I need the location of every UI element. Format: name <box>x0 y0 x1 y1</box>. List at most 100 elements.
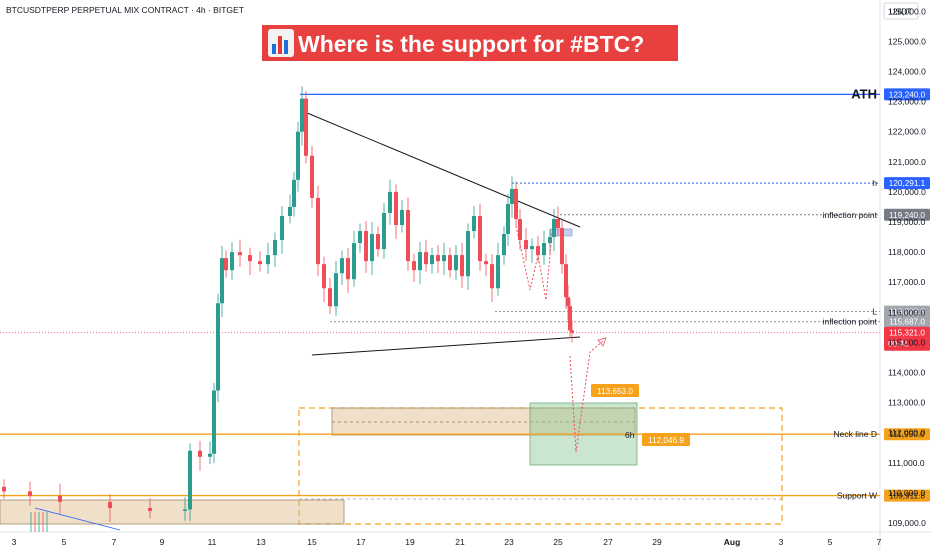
symbol-title[interactable]: BTCUSDTPERP PERPETUAL MIX CONTRACT · 4h … <box>6 5 244 15</box>
price-tick-label: 113,000.0 <box>888 398 925 408</box>
time-tick-label: 5 <box>62 537 67 547</box>
h-badge-text: 120,291.1 <box>889 179 926 188</box>
price-tick-label: 124,000.0 <box>888 67 926 77</box>
time-tick-label: 3 <box>779 537 784 547</box>
candle-body <box>266 255 270 265</box>
price-tick-label: 125,000.0 <box>888 36 926 46</box>
candle-body <box>442 255 446 262</box>
ascending-trendline[interactable] <box>311 336 581 356</box>
candle-body <box>460 255 464 277</box>
inflection-upper-badge-text: 119,240.0 <box>889 211 925 220</box>
currency-badge[interactable]: USDT <box>883 2 919 20</box>
zone-label-lower: 112,046.9 <box>648 436 684 445</box>
candle-body <box>212 390 216 454</box>
time-tick-label: 7 <box>877 537 882 547</box>
inflection-upper-badge <box>884 208 930 221</box>
level-label-support_w: Support W <box>837 491 877 501</box>
candle-body <box>230 252 234 271</box>
candle-body <box>280 215 284 241</box>
candle-body <box>358 231 362 244</box>
descending-trendline[interactable] <box>299 109 581 228</box>
time-tick-label: 19 <box>405 537 415 547</box>
timeframe-label-6h: 6h <box>625 430 635 440</box>
currency-label: USDT <box>889 7 912 17</box>
price-tick-label: 110,000.0 <box>888 488 925 498</box>
demand-zone <box>331 407 636 436</box>
candle-body <box>424 252 428 265</box>
candle-body <box>370 234 374 262</box>
inflection-lower-badge-text: 115,687.0 <box>889 318 925 327</box>
time-tick-label: 23 <box>504 537 514 547</box>
candle-body <box>564 264 568 298</box>
L-badge-text: 116,023.6 <box>889 308 925 317</box>
candle-body <box>224 258 228 271</box>
candle-body <box>400 209 404 226</box>
support-w-badge <box>884 489 930 502</box>
candle-body <box>334 273 338 307</box>
L-badge <box>884 305 930 318</box>
candle-body <box>364 231 368 262</box>
candle-body <box>412 261 416 271</box>
last-price-countdown: 00:46 <box>888 340 909 349</box>
candle-body <box>394 191 398 226</box>
candle-body <box>560 228 564 265</box>
candle-body <box>188 450 192 510</box>
candle-body <box>258 261 262 265</box>
time-tick-label: 27 <box>603 537 613 547</box>
neck-badge-text: 111,950.0 <box>889 430 925 439</box>
price-tick-label: 118,000.0 <box>888 247 925 257</box>
candle-body <box>340 258 344 274</box>
price-tick-label: 111,000.0 <box>888 458 925 468</box>
candle-body <box>514 188 518 219</box>
candle-body <box>542 243 546 256</box>
time-tick-label: 17 <box>356 537 366 547</box>
candle-body <box>328 288 332 307</box>
candle-body <box>238 252 242 256</box>
candle-body <box>548 237 552 244</box>
level-label-L: L <box>872 307 877 317</box>
candle-body <box>388 191 392 213</box>
candle-body <box>566 297 570 307</box>
candle-body <box>524 240 528 250</box>
zone-label-upper-box <box>591 384 639 397</box>
candle-body <box>183 509 187 511</box>
candle-body <box>316 197 320 265</box>
candle-body <box>466 231 470 277</box>
candle-body <box>472 215 476 232</box>
level-label-h: h <box>872 178 877 188</box>
candle-body <box>430 255 434 265</box>
price-tick-label: 119,000.0 <box>888 217 925 227</box>
candle-body <box>570 330 574 333</box>
candle-body <box>448 255 452 271</box>
zone-label-upper: 113,653.0 <box>597 387 633 396</box>
inflection-lower-badge <box>884 315 930 328</box>
candle-body <box>28 491 32 496</box>
price-axis-panel[interactable] <box>880 0 932 532</box>
candle-body <box>273 240 277 256</box>
price-tick-label: 112,000.0 <box>888 428 925 438</box>
candle-body <box>502 234 506 256</box>
time-tick-label: 9 <box>160 537 165 547</box>
time-tick-label: Aug <box>724 537 741 547</box>
level-label-inflection_lower: inflection point <box>823 317 878 327</box>
candle-body <box>454 255 458 271</box>
support-w-zone <box>0 499 345 525</box>
time-tick-label: 7 <box>112 537 117 547</box>
candle-body <box>418 252 422 271</box>
price-tick-label: 114,000.0 <box>888 368 925 378</box>
price-tick-label: 122,000.0 <box>888 127 926 137</box>
candle-body <box>292 179 296 207</box>
last-price-badge <box>884 326 930 351</box>
time-tick-label: 3 <box>12 537 17 547</box>
candle-body <box>552 218 556 238</box>
headline-background <box>262 25 678 61</box>
projection-arrowhead <box>597 337 607 347</box>
price-tick-label: 121,000.0 <box>888 157 926 167</box>
candle-body <box>352 243 356 280</box>
price-tick-label: 123,000.0 <box>888 97 926 107</box>
candle-body <box>310 155 314 198</box>
price-tick-label: 120,000.0 <box>888 187 926 197</box>
time-tick-label: 15 <box>307 537 317 547</box>
time-tick-label: 25 <box>553 537 563 547</box>
